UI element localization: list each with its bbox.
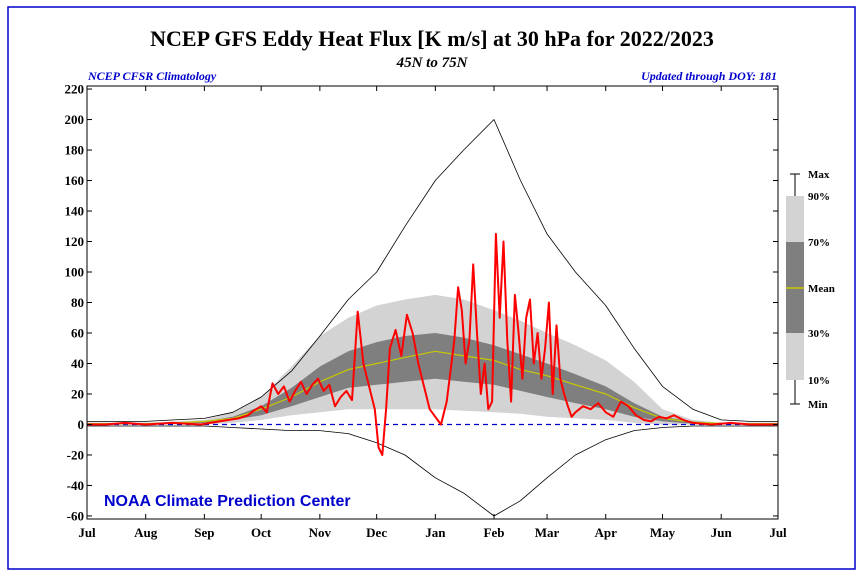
- y-tick-label: 0: [78, 417, 85, 432]
- x-tick-label: Jul: [769, 525, 787, 540]
- legend-label: Mean: [808, 283, 835, 295]
- x-tick-label: May: [650, 525, 676, 540]
- y-tick-label: 80: [71, 295, 84, 310]
- plot-area: [87, 119, 778, 517]
- min-line: [87, 425, 778, 517]
- y-tick-label: 200: [65, 112, 85, 127]
- legend-label: Min: [808, 399, 828, 411]
- x-tick-label: Aug: [134, 525, 158, 540]
- x-tick-label: Sep: [194, 525, 214, 540]
- figure-border: [7, 6, 856, 570]
- x-tick-label: Dec: [366, 525, 387, 540]
- legend-lower-light: [786, 333, 804, 380]
- legend-label: 70%: [808, 237, 830, 249]
- legend-label: 90%: [808, 191, 830, 203]
- y-tick-label: -60: [67, 508, 84, 523]
- x-tick-label: Apr: [595, 525, 618, 540]
- y-tick-label: 100: [65, 265, 85, 280]
- legend-upper-light: [786, 196, 804, 242]
- y-tick-label: -40: [67, 478, 84, 493]
- y-tick-label: 160: [65, 173, 85, 188]
- x-tick-label: Feb: [484, 525, 505, 540]
- legend-label: 30%: [808, 328, 830, 340]
- y-tick-label: 40: [71, 356, 84, 371]
- chart-subtitle: 45N to 75N: [396, 55, 469, 71]
- x-tick-label: Oct: [251, 525, 272, 540]
- observed-line: [87, 232, 778, 456]
- y-tick-label: 180: [65, 143, 85, 158]
- x-tick-label: Jul: [78, 525, 96, 540]
- y-tick-label: 120: [65, 234, 85, 249]
- legend-label: Max: [808, 169, 830, 181]
- band-30-70: [87, 333, 778, 425]
- x-tick-label: Jun: [711, 525, 733, 540]
- y-tick-label: 60: [71, 325, 84, 340]
- x-tick-label: Nov: [309, 525, 332, 540]
- y-tick-label: 20: [71, 386, 84, 401]
- max-line: [87, 119, 778, 422]
- y-tick-label: 220: [65, 82, 85, 97]
- x-tick-label: Jan: [425, 525, 446, 540]
- x-tick-label: Mar: [535, 525, 560, 540]
- credit-label: NOAA Climate Prediction Center: [104, 493, 351, 510]
- axes: 220200180160140120100806040200-20-40-60J…: [65, 82, 788, 540]
- legend: Max 90% 70% Mean 30% 10% Min: [786, 169, 835, 411]
- climatology-note: NCEP CFSR Climatology: [87, 69, 217, 83]
- y-tick-label: 140: [65, 204, 85, 219]
- y-tick-label: -20: [67, 447, 84, 462]
- chart-title: NCEP GFS Eddy Heat Flux [K m/s] at 30 hP…: [150, 26, 714, 51]
- legend-label: 10%: [808, 375, 830, 387]
- update-note: Updated through DOY: 181: [641, 69, 777, 83]
